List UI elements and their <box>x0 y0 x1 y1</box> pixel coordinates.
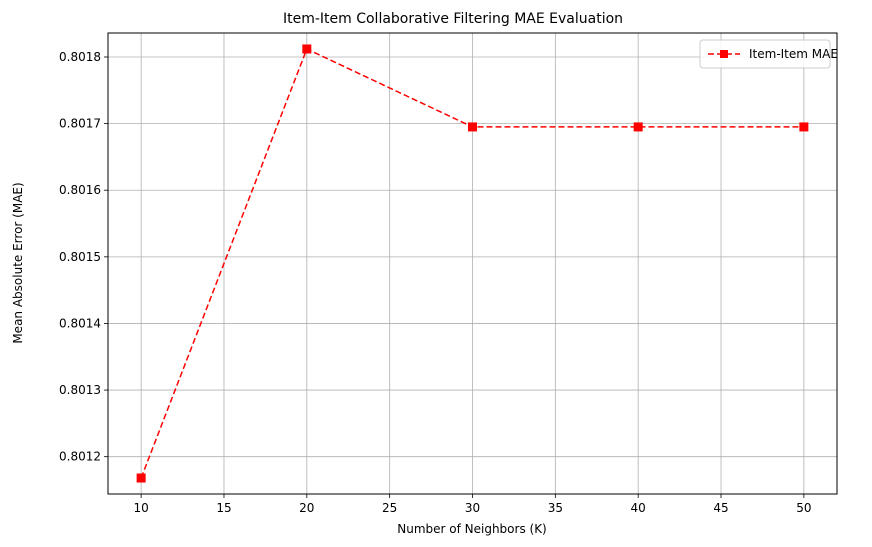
y-tick-label: 0.8018 <box>59 50 101 64</box>
legend-box <box>699 39 831 69</box>
x-tick-label: 45 <box>713 501 728 515</box>
x-tick-label: 50 <box>796 501 811 515</box>
axis-ticks: 10 15 20 25 30 35 40 45 50 0.8012 0.8013 0.8014 0.80… <box>59 50 812 515</box>
data-point <box>633 122 643 132</box>
series-group <box>136 44 809 483</box>
legend-item-label: Item-Item MAE <box>749 47 838 61</box>
data-point <box>136 473 146 483</box>
x-tick-label: 20 <box>299 501 314 515</box>
data-point <box>468 122 477 132</box>
y-tick-label: 0.8017 <box>59 117 101 131</box>
data-point <box>302 44 312 54</box>
x-tick-label: 10 <box>133 501 148 515</box>
y-tick-label: 0.8013 <box>59 383 101 397</box>
legend: Item-Item MAE <box>699 39 838 69</box>
y-tick-label: 0.8012 <box>59 450 101 464</box>
y-axis-label: Mean Absolute Error (MAE) <box>11 182 25 343</box>
x-tick-label: 30 <box>465 501 480 515</box>
chart-title: Item-Item Collaborative Filtering MAE Ev… <box>283 11 623 27</box>
x-axis-label: Number of Neighbors (K) <box>397 522 547 536</box>
x-tick-label: 15 <box>216 501 231 515</box>
x-tick-label: 40 <box>631 501 646 515</box>
x-tick-label: 35 <box>548 501 563 515</box>
data-point <box>799 122 809 132</box>
y-tick-label: 0.8016 <box>59 183 101 197</box>
grid-lines <box>108 33 837 494</box>
y-tick-label: 0.8014 <box>59 316 101 330</box>
legend-swatch-marker <box>720 50 728 58</box>
x-tick-label: 25 <box>382 501 397 515</box>
y-tick-label: 0.8015 <box>59 250 101 264</box>
